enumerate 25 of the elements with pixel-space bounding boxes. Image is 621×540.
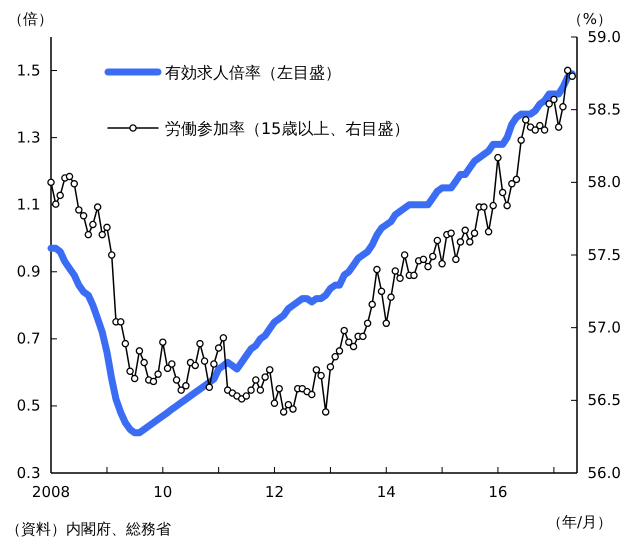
- text: （資料）内閣府、総務省: [6, 520, 171, 538]
- y-axis-title: （倍）: [8, 10, 53, 28]
- y2-tick-label: 56.0: [588, 464, 621, 482]
- y2-tick-label: 58.0: [588, 173, 621, 192]
- x-tick-label: 12: [264, 483, 284, 501]
- y-tick-label: 1.1: [16, 195, 40, 214]
- y2-tick-label: 56.5: [588, 391, 621, 410]
- x-axis-title: （年/月）: [546, 513, 612, 531]
- legend-label: 労働参加率（15歳以上、右目盛）: [165, 119, 410, 138]
- y2-tick-label: 58.5: [588, 100, 621, 118]
- y2-tick-label: 59.0: [588, 28, 621, 46]
- x-tick-label: 16: [488, 483, 508, 501]
- y-tick-label: 0.9: [16, 262, 40, 281]
- y2-tick-label: 57.5: [588, 246, 621, 264]
- y-tick-label: 1.3: [16, 128, 40, 146]
- y-tick-label: 0.3: [16, 464, 40, 482]
- legend-label: 有効求人倍率（左目盛）: [165, 63, 341, 82]
- y-tick-label: 0.7: [16, 330, 40, 348]
- y-tick-label: 1.5: [16, 61, 40, 80]
- x-tick-label: 2008: [32, 483, 70, 501]
- x-tick-label: 14: [376, 483, 396, 501]
- y2-tick-label: 57.0: [588, 318, 621, 336]
- x-tick-label: 10: [153, 483, 172, 501]
- y-tick-label: 0.5: [16, 396, 40, 415]
- y2-axis-title: （%）: [568, 10, 612, 28]
